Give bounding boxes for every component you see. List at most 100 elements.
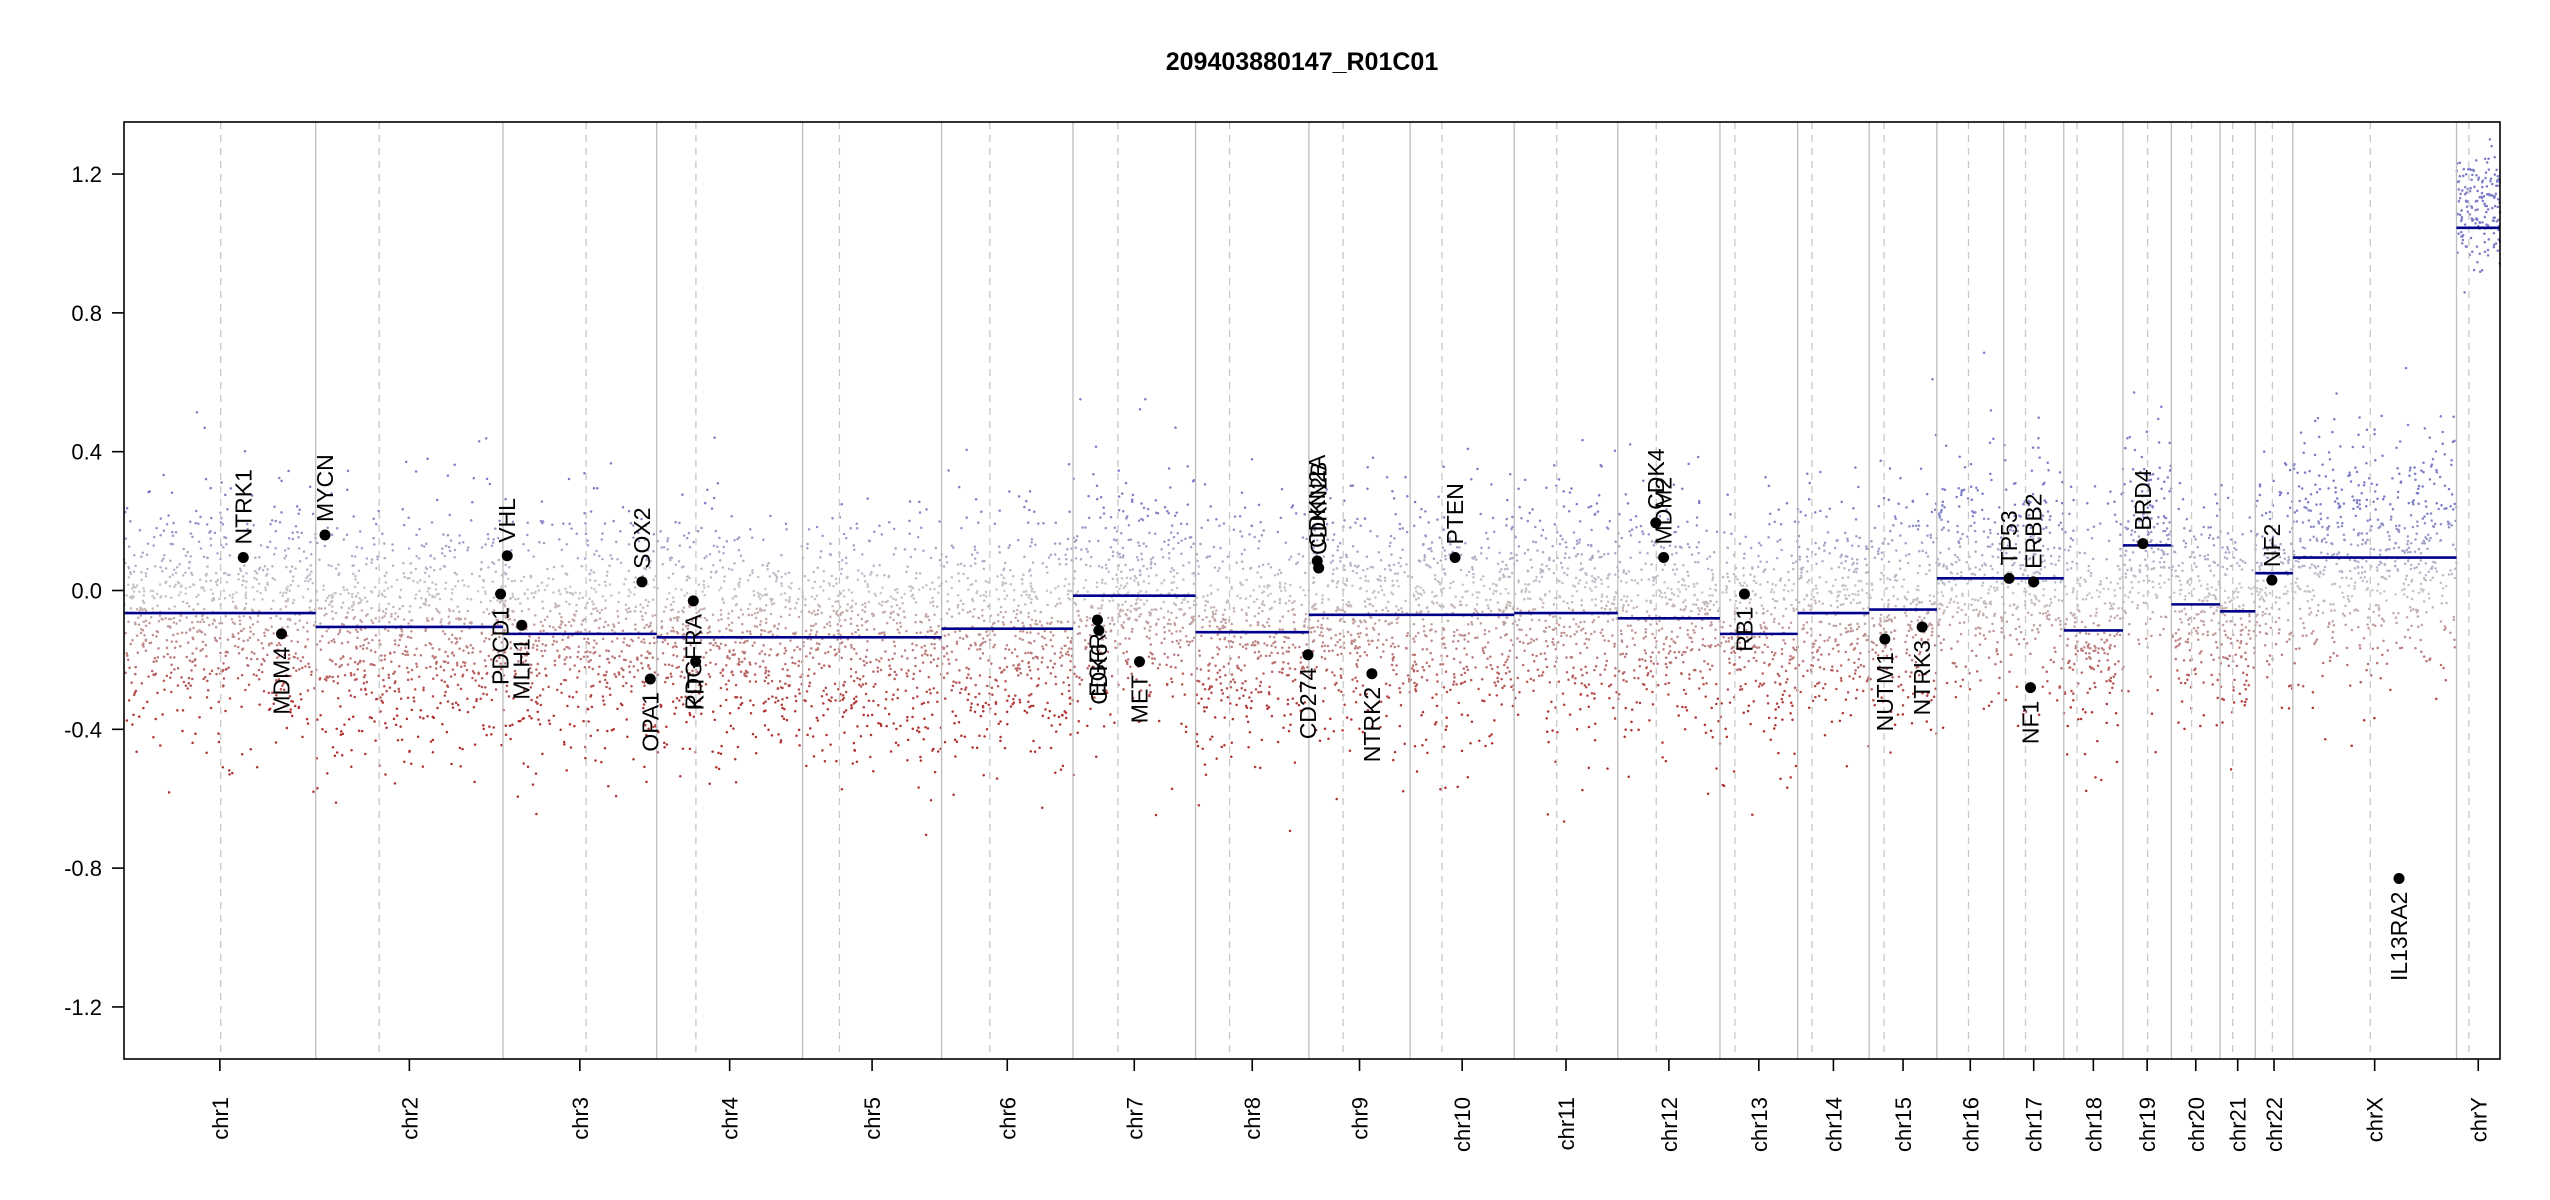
gene-dot <box>2025 682 2037 694</box>
x-tick-label-chr21: chr21 <box>2226 1097 2251 1152</box>
gene-dot <box>1302 649 1314 661</box>
gene-mlh1: MLH1 <box>509 619 535 700</box>
x-tick-label-chrX: chrX <box>2363 1097 2388 1143</box>
probe-points-chr10 <box>1409 447 1516 791</box>
gene-label: PTEN <box>1442 483 1468 544</box>
gene-ntrk3: NTRK3 <box>1909 621 1935 715</box>
probe-points-chr13 <box>1718 475 1799 817</box>
gene-label: MLH1 <box>509 638 535 699</box>
probe-points-chr7 <box>1071 397 1197 817</box>
gene-met: MET <box>1127 656 1153 723</box>
gene-mycn: MYCN <box>312 454 338 541</box>
gene-dot <box>690 656 702 668</box>
gene-erbb2: ERBB2 <box>2021 493 2047 588</box>
gene-egfr: EGFR <box>1084 614 1110 697</box>
gene-label: MDM4 <box>269 647 295 715</box>
y-tick-label: 1.2 <box>71 162 102 187</box>
gene-dot <box>2003 572 2015 584</box>
gene-dot <box>687 595 699 607</box>
gene-label: NF2 <box>2259 524 2285 567</box>
x-tick-label-chr20: chr20 <box>2184 1097 2209 1152</box>
x-tick-label-chr3: chr3 <box>568 1097 593 1140</box>
x-tick-label-chr13: chr13 <box>1747 1097 1772 1152</box>
gene-kit: KIT <box>683 656 709 710</box>
gene-dot <box>319 529 331 541</box>
gene-label: NUTM1 <box>1872 652 1898 731</box>
gene-label: TP53 <box>1996 510 2022 565</box>
gene-dot <box>2028 576 2040 588</box>
gene-label: SOX2 <box>629 507 655 568</box>
y-tick-label: -0.8 <box>64 856 102 881</box>
gene-label: CDK6 <box>1086 643 1112 704</box>
gene-label: RB1 <box>1731 607 1757 652</box>
chart-title: 209403880147_R01C01 <box>1166 48 1439 76</box>
probe-points-chr20 <box>2170 481 2222 731</box>
gene-label: CDKN2B <box>1306 462 1332 555</box>
x-tick-label-chr8: chr8 <box>1240 1097 1265 1140</box>
gene-label: OPA1 <box>637 692 663 752</box>
gene-label: CDK4 <box>1643 448 1669 510</box>
chromosome-boundaries <box>220 122 2470 1059</box>
gene-cd274: CD274 <box>1295 649 1321 739</box>
probe-points-chr4 <box>655 436 804 785</box>
probe-points-chr17 <box>2002 416 2065 732</box>
gene-label: EGFR <box>1084 633 1110 697</box>
probe-points-chr5 <box>801 497 943 837</box>
gene-dot <box>237 552 249 564</box>
probe-points-chr14 <box>1796 466 1871 768</box>
gene-ntrk1: NTRK1 <box>230 469 256 564</box>
x-tick-label-chr1: chr1 <box>208 1097 233 1140</box>
gene-nf2: NF2 <box>2259 524 2285 586</box>
gene-dot <box>1313 562 1325 574</box>
gene-label: IL13RA2 <box>2386 892 2412 982</box>
probe-points-chr18 <box>2062 485 2124 793</box>
x-tick-label-chr14: chr14 <box>1821 1097 1846 1152</box>
gene-label: VHL <box>494 498 520 543</box>
gene-label: NTRK3 <box>1909 640 1935 715</box>
probe-points-chr11 <box>1512 438 1619 823</box>
gene-label: MDM2 <box>1651 477 1677 545</box>
gene-dot <box>1093 624 1105 636</box>
gene-dot <box>2393 873 2405 885</box>
gene-dot <box>1650 517 1662 529</box>
gene-dot <box>501 550 513 562</box>
probe-points-chr15 <box>1867 378 1939 754</box>
gene-label: PDCD1 <box>488 607 514 685</box>
x-tick-label-chr18: chr18 <box>2081 1097 2106 1152</box>
gene-cdk6: CDK6 <box>1086 624 1112 705</box>
gene-sox2: SOX2 <box>629 507 655 588</box>
y-tick-label: 0.0 <box>71 579 102 604</box>
gene-label: MET <box>1127 675 1153 724</box>
probe-points-chr9 <box>1307 456 1412 801</box>
gene-label: NF1 <box>2018 701 2044 744</box>
gene-label: CD274 <box>1295 668 1321 740</box>
y-tick-label: 0.4 <box>71 440 102 465</box>
gene-cdkn2a: CDKN2A <box>1304 454 1330 567</box>
probe-points-chr16 <box>1936 351 2005 729</box>
gene-cdkn2b: CDKN2B <box>1306 462 1332 574</box>
probe-points-chr1 <box>122 411 317 794</box>
gene-dot <box>1916 621 1928 633</box>
x-tick-label-chr2: chr2 <box>397 1097 422 1140</box>
y-tick-label: -1.2 <box>64 995 102 1020</box>
gene-dot <box>516 619 528 631</box>
x-tick-label-chr12: chr12 <box>1657 1097 1682 1152</box>
gene-dot <box>644 673 656 685</box>
gene-opa1: OPA1 <box>637 673 663 752</box>
gene-label: NTRK2 <box>1359 687 1385 762</box>
gene-nf1: NF1 <box>2018 682 2044 744</box>
gene-brd4: BRD4 <box>2130 469 2156 550</box>
x-tick-label-chr17: chr17 <box>2022 1097 2047 1152</box>
x-tick-label-chr4: chr4 <box>718 1097 743 1140</box>
gene-dot <box>495 588 507 600</box>
gene-cdk4: CDK4 <box>1643 448 1669 529</box>
gene-mdm2: MDM2 <box>1651 477 1677 564</box>
x-tick-label-chr15: chr15 <box>1891 1097 1916 1152</box>
y-tick-label: -0.4 <box>64 717 102 742</box>
probe-points-chr19 <box>2121 391 2173 754</box>
x-tick-label-chr9: chr9 <box>1348 1097 1373 1140</box>
gene-pten: PTEN <box>1442 483 1468 564</box>
x-tick-label-chr7: chr7 <box>1122 1097 1147 1140</box>
gene-nutm1: NUTM1 <box>1872 633 1898 731</box>
gene-annotations: NTRK1MDM4MYCNVHLPDCD1MLH1SOX2OPA1PDGFRAK… <box>230 448 2412 981</box>
